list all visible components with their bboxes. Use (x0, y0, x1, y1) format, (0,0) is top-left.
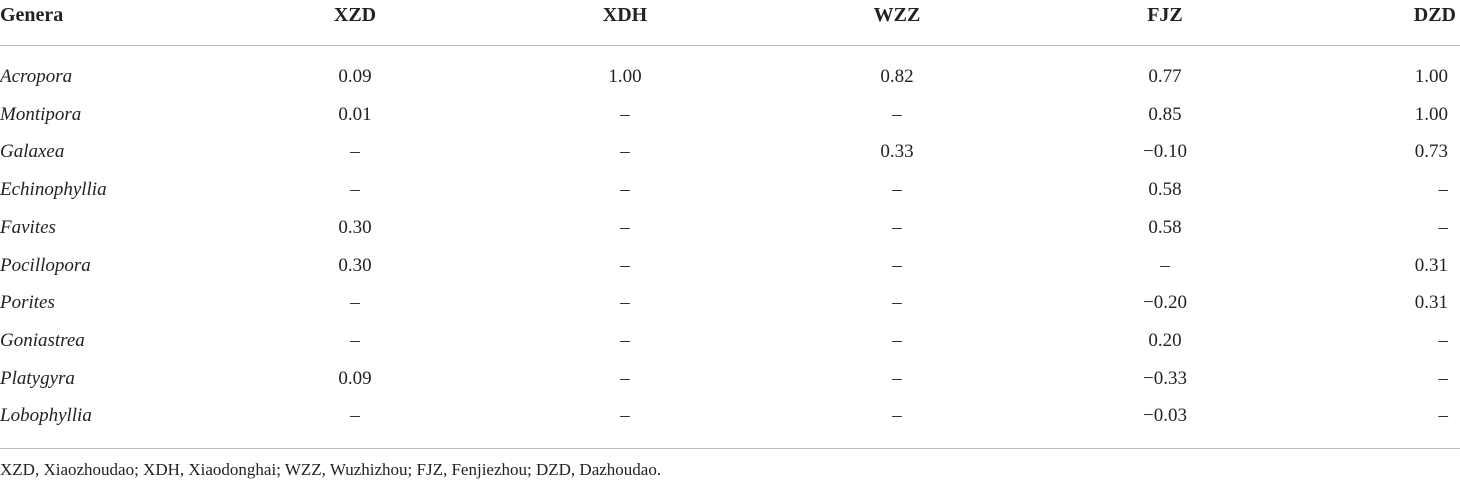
table-cell: 0.09 (338, 367, 372, 389)
table-cell: – (620, 405, 630, 427)
table-cell: 0.77 (1148, 66, 1182, 87)
table-cell: 0.73 (1414, 141, 1448, 163)
table-cell: – (350, 141, 360, 163)
table-cell: – (620, 141, 630, 163)
table-cell: 0.01 (338, 103, 372, 125)
footnote: XZD, Xiaozhoudao; XDH, Xiaodonghai; WZZ,… (0, 460, 662, 479)
table-cell: 0.82 (880, 66, 914, 87)
table-cell: – (892, 103, 902, 125)
column-header: Genera (0, 4, 64, 26)
table-cell: −0.33 (1143, 367, 1187, 389)
table-cell: 1.00 (1414, 103, 1448, 125)
column-header: XDH (602, 4, 648, 26)
table-cell: – (620, 179, 630, 201)
table-cell: – (350, 292, 360, 314)
table-cell: – (1438, 179, 1449, 201)
table-cell: 0.31 (1414, 254, 1448, 276)
table-cell: – (1438, 405, 1449, 427)
genus-name: Favites (0, 216, 56, 238)
genus-name: Platygyra (0, 367, 75, 389)
column-header: XZD (333, 4, 377, 26)
genus-name: Acropora (0, 66, 73, 87)
table-cell: – (892, 292, 902, 314)
table-cell: 0.30 (338, 254, 372, 276)
table-cell: – (350, 329, 360, 351)
table-cell: −0.10 (1143, 141, 1187, 163)
table-cell: 0.09 (338, 66, 372, 87)
header-rule (0, 45, 1460, 46)
table-cell: 0.20 (1148, 329, 1182, 351)
column-header: WZZ (873, 4, 921, 26)
table-cell: 0.31 (1414, 292, 1448, 314)
bottom-rule (0, 448, 1460, 449)
table-cell: −0.03 (1143, 405, 1187, 427)
table-cell: 0.58 (1148, 216, 1182, 238)
table-cell: – (892, 179, 902, 201)
genus-name: Montipora (0, 103, 82, 125)
table-cell: – (1160, 254, 1170, 276)
table-cell: 1.00 (1414, 66, 1448, 87)
table-cell: −0.20 (1143, 292, 1187, 314)
table-cell: – (620, 103, 630, 125)
table-cell: 0.33 (880, 141, 914, 163)
table-cell: – (1438, 216, 1449, 238)
table-cell: – (620, 329, 630, 351)
table-cell: – (350, 405, 360, 427)
table-cell: – (620, 367, 630, 389)
genus-name: Lobophyllia (0, 405, 92, 427)
genus-name: Porites (0, 292, 55, 314)
table-cell: – (1438, 367, 1449, 389)
table-cell: – (892, 216, 902, 238)
table-cell: – (620, 216, 630, 238)
table-cell: – (620, 292, 630, 314)
table-cell: – (892, 405, 902, 427)
column-header: FJZ (1147, 4, 1183, 26)
genus-name: Pocillopora (0, 254, 91, 276)
genus-name: Galaxea (0, 141, 65, 163)
genus-name: Goniastrea (0, 329, 85, 351)
genus-name: Echinophyllia (0, 179, 107, 201)
table-cell: – (1438, 329, 1449, 351)
table-cell: 0.30 (338, 216, 372, 238)
table-cell: – (892, 254, 902, 276)
table-cell: – (620, 254, 630, 276)
table-cell: – (350, 179, 360, 201)
table-cell: – (892, 367, 902, 389)
table-cell: 0.58 (1148, 179, 1182, 201)
column-header: DZD (1413, 4, 1456, 26)
table-cell: 1.00 (608, 66, 642, 87)
table-cell: 0.85 (1148, 103, 1182, 125)
table-cell: – (892, 329, 902, 351)
